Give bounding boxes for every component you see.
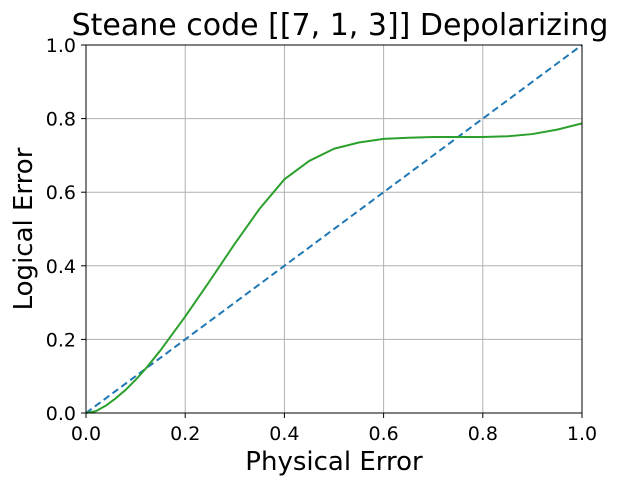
x-tick-label: 1.0 — [567, 423, 597, 445]
chart-title: Steane code [[7, 1, 3]] Depolarizing — [72, 8, 609, 43]
y-axis-label: Logical Error — [9, 147, 39, 310]
axis-ticks: 0.0 0.2 0.4 0.6 0.8 1.0 0.0 0.2 0.4 0.6 0.8 1.0 — [46, 35, 597, 445]
x-tick-label: 0.4 — [269, 423, 299, 445]
series-line-dashed — [85, 44, 583, 414]
y-tick-label: 1.0 — [46, 35, 76, 57]
x-tick-label: 0.2 — [170, 423, 200, 445]
y-tick-label: 0.4 — [46, 256, 76, 278]
x-tick-label: 0.6 — [368, 423, 398, 445]
y-tick-label: 0.8 — [46, 109, 76, 131]
y-tick-label: 0.2 — [46, 329, 76, 351]
x-tick-label: 0.8 — [468, 423, 498, 445]
y-tick-label: 0.0 — [46, 403, 76, 425]
x-tick-label: 0.0 — [71, 423, 101, 445]
x-axis-label: Physical Error — [245, 447, 423, 477]
y-tick-label: 0.6 — [46, 182, 76, 204]
series-line-solid — [85, 122, 583, 414]
plot-series — [85, 44, 583, 414]
plot-frame — [85, 44, 583, 414]
